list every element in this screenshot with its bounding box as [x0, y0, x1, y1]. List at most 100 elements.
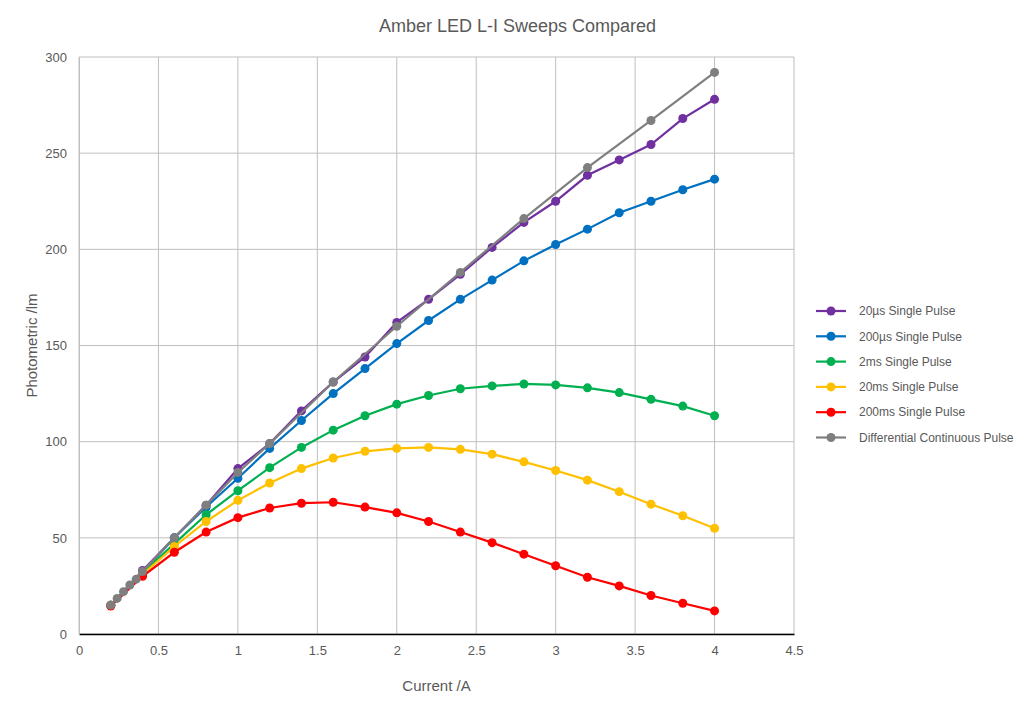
series-point	[265, 439, 274, 448]
series-point	[647, 591, 656, 600]
x-tick: 3.5	[627, 634, 645, 658]
series-point	[297, 464, 306, 473]
series-point	[113, 594, 122, 603]
grid-line-x	[237, 57, 238, 634]
x-tick-label: 1.5	[309, 643, 327, 658]
x-tick: 3	[553, 634, 560, 658]
grid-line-x	[476, 57, 477, 634]
y-tick-label: 150	[45, 338, 67, 353]
series-point	[361, 503, 370, 512]
series-point	[647, 395, 656, 404]
series-point	[361, 447, 370, 456]
legend-marker	[827, 332, 836, 341]
grid-line-x	[317, 57, 318, 634]
series-point	[615, 388, 624, 397]
series-point	[551, 380, 560, 389]
series-point	[519, 379, 528, 388]
series-point	[583, 476, 592, 485]
series-point	[132, 575, 141, 584]
series-point	[138, 567, 147, 576]
x-tick-label: 3	[553, 643, 560, 658]
grid-line-y	[79, 634, 794, 635]
series-point	[233, 496, 242, 505]
series-point	[233, 468, 242, 477]
series-line	[111, 502, 715, 611]
grid-line-y	[79, 249, 794, 250]
series-point	[551, 197, 560, 206]
series-point	[202, 528, 211, 537]
series-point	[583, 171, 592, 180]
x-tick: 1	[235, 634, 242, 658]
series-point	[456, 445, 465, 454]
x-tick-label: 0.5	[150, 643, 168, 658]
series-point	[615, 155, 624, 164]
series-point	[678, 114, 687, 123]
series-point	[170, 548, 179, 557]
legend-marker	[827, 433, 836, 442]
series-point	[488, 381, 497, 390]
series-point	[265, 479, 274, 488]
legend-label: 200ms Single Pulse	[859, 405, 965, 419]
series-point	[583, 573, 592, 582]
series-point	[233, 486, 242, 495]
series-point	[170, 533, 179, 542]
y-tick: 100	[45, 434, 79, 449]
chart: 00.511.522.533.544.5050100150200250300Am…	[0, 0, 1035, 709]
series-point	[615, 581, 624, 590]
series-point	[392, 339, 401, 348]
series-point	[392, 400, 401, 409]
series-point	[583, 383, 592, 392]
grid-line-x	[158, 57, 159, 634]
grid-line-x	[714, 57, 715, 634]
series-group	[106, 68, 719, 616]
series-point	[392, 322, 401, 331]
series-point	[361, 364, 370, 373]
y-tick: 200	[45, 242, 79, 257]
series-point	[170, 533, 179, 542]
x-tick: 2.5	[468, 634, 486, 658]
series-point	[202, 501, 211, 510]
legend-label: Differential Continuous Pulse	[859, 431, 1014, 445]
x-tick: 0	[76, 634, 83, 658]
grid-line-x	[79, 57, 80, 634]
grid	[79, 57, 794, 634]
series-point	[106, 602, 115, 611]
series-point	[615, 208, 624, 217]
x-tick-label: 4	[711, 643, 718, 658]
series-point	[329, 498, 338, 507]
series-point	[710, 68, 719, 77]
grid-line-x	[794, 57, 795, 634]
series-line	[111, 447, 715, 605]
y-tick-label: 0	[60, 627, 67, 642]
series-point	[329, 378, 338, 387]
y-axis: 050100150200250300	[45, 50, 79, 642]
series-point	[106, 601, 115, 610]
series-point	[329, 378, 338, 387]
legend-marker	[827, 357, 836, 366]
series-point	[119, 587, 128, 596]
x-tick: 0.5	[150, 634, 168, 658]
series-point	[551, 561, 560, 570]
series-point	[392, 444, 401, 453]
series-point	[329, 454, 338, 463]
series-point	[615, 487, 624, 496]
series-point	[202, 501, 211, 510]
series-line	[111, 179, 715, 605]
y-tick-label: 200	[45, 242, 67, 257]
grid-line-y	[79, 153, 794, 154]
series-point	[488, 538, 497, 547]
series-point	[710, 411, 719, 420]
series-point	[551, 466, 560, 475]
x-tick-label: 4.5	[785, 643, 803, 658]
series-point	[647, 500, 656, 509]
series-point	[106, 601, 115, 610]
series-point	[456, 295, 465, 304]
grid-line-y	[79, 57, 794, 58]
series-point	[551, 240, 560, 249]
legend-label: 20µs Single Pulse	[859, 304, 956, 318]
series-line	[111, 72, 715, 605]
x-tick: 4.5	[785, 634, 803, 658]
series-point	[647, 197, 656, 206]
series-point	[106, 601, 115, 610]
series-point	[202, 517, 211, 526]
